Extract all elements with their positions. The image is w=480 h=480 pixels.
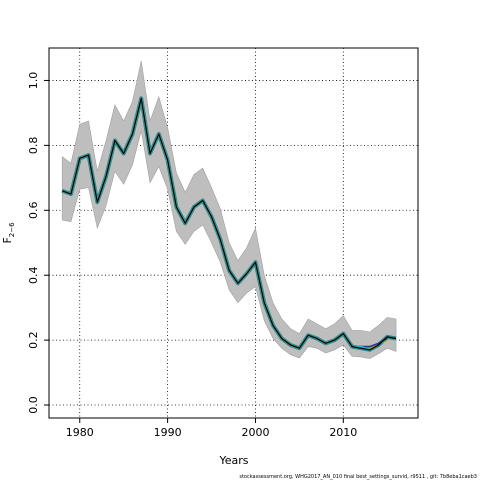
series-lines [61,96,397,352]
confidence-band [61,60,397,359]
y-axis-label-group: F2−6 [1,222,16,244]
x-tick-label: 2010 [329,426,357,439]
band-area [61,60,397,359]
x-axis: 1980 1990 2000 2010 [66,418,357,439]
y-tick-label: 0.0 [27,396,40,414]
y-axis-label-main: F [1,237,14,243]
x-axis-label: Years [218,454,248,467]
y-tick-label: 0.8 [27,137,40,155]
plot-frame [48,47,419,419]
y-axis: 0.0 0.2 0.4 0.6 0.8 1.0 [27,72,49,414]
y-tick-label: 0.4 [27,266,40,284]
caption: stockassessment.org, WHG2017_AN_010 fina… [239,474,477,480]
x-tick-label: 1990 [154,426,182,439]
x-tick-label: 1980 [66,426,94,439]
y-axis-label: F2−6 [1,222,16,244]
y-tick-label: 1.0 [27,72,40,90]
y-axis-label-subscript: 2−6 [8,222,16,237]
y-tick-label: 0.6 [27,202,40,220]
grid-lines [49,48,418,418]
series-line-5 [61,97,397,351]
y-tick-label: 0.2 [27,331,40,349]
x-tick-label: 2000 [241,426,269,439]
